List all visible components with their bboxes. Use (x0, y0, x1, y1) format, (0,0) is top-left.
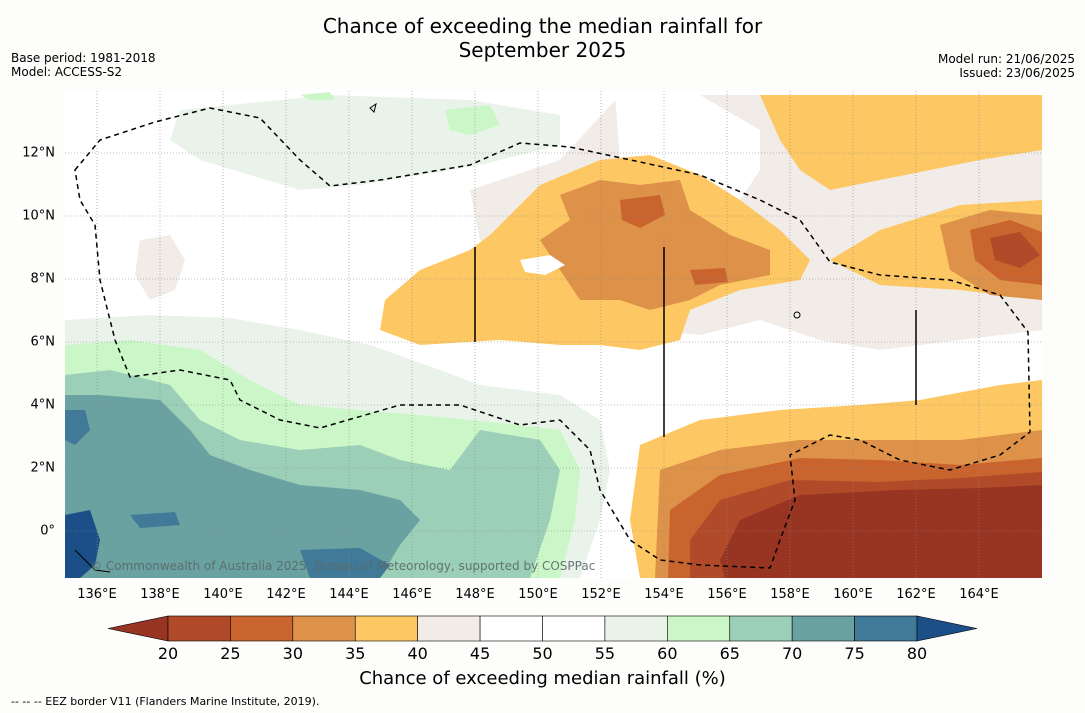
probability-region-80-plus (130, 512, 180, 528)
map-panel (65, 91, 1042, 578)
longitude-label: 140°E (203, 587, 243, 602)
probability-region-65-70 (445, 105, 500, 135)
latitude-label: 8°N (30, 271, 56, 287)
longitude-label: 158°E (770, 587, 810, 602)
colorbar-tick-label: 65 (719, 644, 740, 663)
probability-region-65-70 (300, 92, 335, 100)
colorbar-segment (854, 615, 918, 642)
probability-region-45-50 (520, 255, 565, 275)
probability-region-75-80 (65, 395, 420, 578)
graticule (65, 91, 1042, 578)
islands (74, 102, 801, 573)
longitude-label: 164°E (959, 587, 999, 602)
colorbar-tick-label: 75 (844, 644, 865, 663)
longitude-label: 136°E (77, 587, 117, 602)
model-info: Base period: 1981-2018 Model: ACCESS-S2 (11, 51, 156, 79)
longitude-label: 138°E (140, 587, 180, 602)
probability-region-80-plus (65, 410, 90, 445)
latitude-label: 12°N (22, 145, 55, 161)
colorbar-segment (667, 615, 731, 642)
colorbar-tick-label: 50 (532, 644, 553, 663)
longitude-label: 146°E (392, 587, 432, 602)
colorbar-tick-label: 55 (594, 644, 616, 663)
colorbar-segment (292, 615, 356, 642)
probability-region-20-25 (990, 232, 1040, 268)
latitude-label: 2°N (30, 460, 56, 476)
colorbar-tick-label: 35 (345, 644, 366, 663)
colorbar-extend-high (916, 615, 978, 642)
colorbar (107, 615, 978, 642)
colorbar-segment (791, 615, 855, 642)
colorbar-segment (542, 615, 606, 642)
title-line-1: Chance of exceeding the median rainfall … (322, 14, 763, 38)
colorbar-tick-label: 80 (906, 644, 928, 663)
copyright-notice: © Commonwealth of Australia 2025, Bureau… (90, 559, 596, 573)
colorbar-label: Chance of exceeding median rainfall (%) (359, 668, 726, 689)
colorbar-tick-label: 60 (657, 644, 678, 663)
colorbar-segment (729, 615, 793, 642)
colorbar-segment (230, 615, 294, 642)
latitude-label: 4°N (30, 397, 56, 413)
probability-region-80-plus (65, 510, 100, 578)
probability-region-25-30 (620, 195, 665, 228)
model-name: Model: ACCESS-S2 (11, 65, 123, 79)
colorbar-tick-label: 40 (407, 644, 428, 663)
longitude-label: 160°E (833, 587, 873, 602)
colorbar-segment (354, 615, 418, 642)
colorbar-tick-label: 30 (282, 644, 304, 663)
longitude-label: 148°E (455, 587, 495, 602)
colorbar-extend-low (107, 615, 169, 642)
colorbar-segment (479, 615, 543, 642)
longitude-label: 152°E (581, 587, 621, 602)
latitude-label: 0° (40, 523, 55, 539)
longitude-label: 150°E (518, 587, 558, 602)
boundary-lines (474, 247, 917, 437)
colorbar-tick-label: 70 (781, 644, 803, 663)
probability-region-below-20 (720, 485, 1042, 578)
run-info: Model run: 21/06/2025 Issued: 23/06/2025 (938, 52, 1075, 80)
probability-region-80-plus (300, 548, 390, 578)
eez-footnote: -- -- -- EEZ border V11 (Flanders Marine… (11, 695, 320, 708)
colorbar-segment (604, 615, 668, 642)
colorbar-segment (417, 615, 481, 642)
probability-region-45-50 (135, 235, 185, 300)
colorbar-tick-label: 45 (469, 644, 491, 663)
colorbar-tick-label: 25 (220, 644, 241, 663)
probability-region-70-75 (475, 438, 545, 480)
longitude-label: 142°E (266, 587, 306, 602)
probability-region-35-40 (760, 95, 1042, 190)
colorbar-segment (167, 615, 231, 642)
title-line-2: September 2025 (458, 38, 627, 62)
longitude-label: 154°E (644, 587, 684, 602)
eez-border (74, 107, 1031, 569)
longitude-label: 162°E (896, 587, 936, 602)
model-run: Model run: 21/06/2025 (937, 52, 1075, 66)
longitude-label: 156°E (707, 587, 747, 602)
probability-region-25-30 (690, 268, 728, 285)
base-period: Base period: 1981-2018 (11, 51, 156, 65)
latitude-label: 10°N (22, 208, 55, 224)
latitude-label: 6°N (30, 334, 56, 350)
issued-date: Issued: 23/06/2025 (959, 66, 1075, 80)
map-title: Chance of exceeding the median rainfall … (0, 14, 1085, 62)
colorbar-tick-label: 20 (157, 644, 179, 663)
longitude-label: 144°E (329, 587, 369, 602)
